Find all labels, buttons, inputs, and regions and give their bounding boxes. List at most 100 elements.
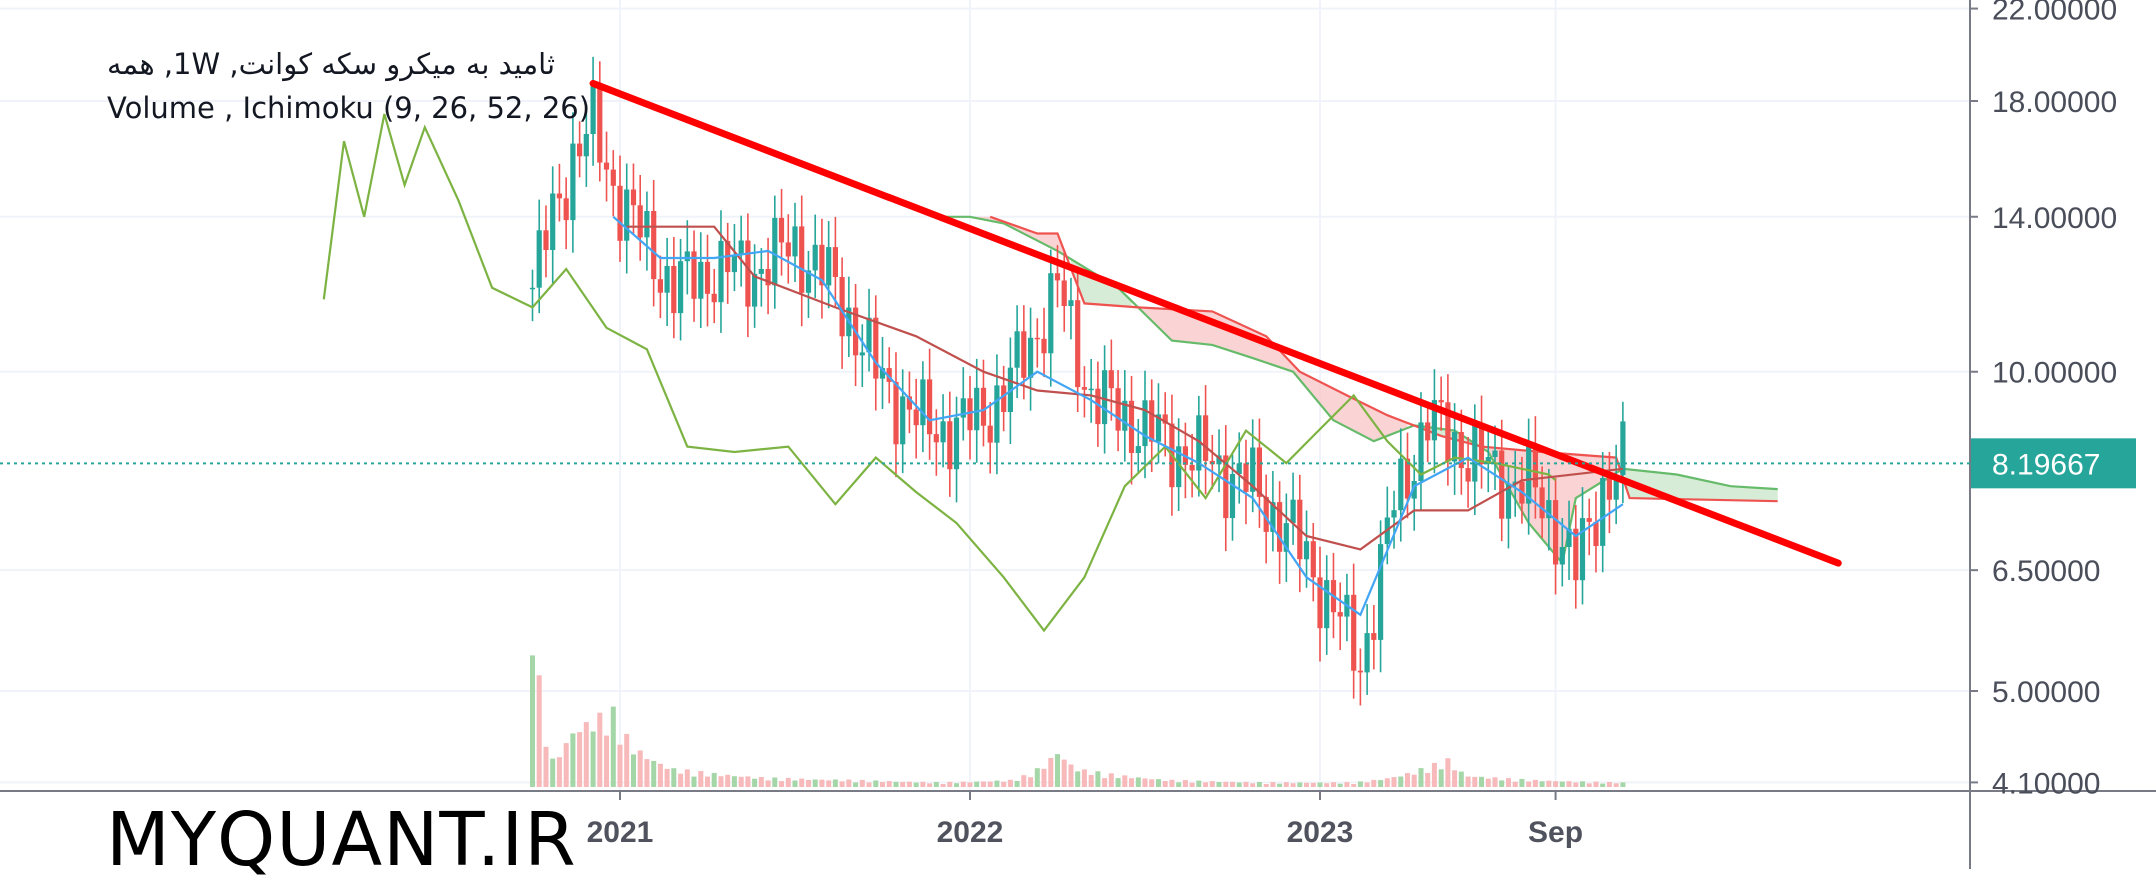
candle-down[interactable]	[832, 247, 838, 277]
candle-up[interactable]	[678, 261, 684, 314]
candle-down[interactable]	[630, 189, 637, 206]
candle-down[interactable]	[1532, 445, 1538, 488]
candle-down[interactable]	[1499, 450, 1505, 519]
candle-up[interactable]	[1250, 447, 1256, 492]
candle-up[interactable]	[550, 193, 556, 251]
candle-down[interactable]	[913, 409, 919, 426]
candle-down[interactable]	[1189, 464, 1195, 471]
candle-down[interactable]	[893, 381, 899, 445]
candle-down[interactable]	[1034, 337, 1040, 340]
candle-down[interactable]	[610, 169, 616, 186]
candle-up[interactable]	[1303, 541, 1310, 560]
candle-up[interactable]	[812, 244, 818, 271]
candle-down[interactable]	[1357, 670, 1363, 673]
candle-down[interactable]	[1539, 487, 1545, 519]
candle-up[interactable]	[1378, 544, 1384, 640]
candle-down[interactable]	[1203, 415, 1209, 461]
price-axis[interactable]: 22.00000 18.00000 14.00000 10.00000 6.50000 5…	[1970, 0, 2117, 800]
candle-down[interactable]	[799, 226, 805, 293]
candle-up[interactable]	[866, 317, 872, 353]
candle-up[interactable]	[1324, 580, 1330, 629]
candle-up[interactable]	[1526, 445, 1532, 504]
candle-up[interactable]	[1579, 518, 1586, 581]
candle-up[interactable]	[1600, 478, 1606, 546]
candle-down[interactable]	[1606, 478, 1612, 500]
candle-down[interactable]	[839, 277, 845, 337]
candle-up[interactable]	[624, 189, 630, 241]
candle-down[interactable]	[1337, 612, 1343, 617]
candle-down[interactable]	[1061, 280, 1067, 307]
candle-up[interactable]	[752, 273, 758, 307]
candle-up[interactable]	[1270, 502, 1276, 532]
candle-down[interactable]	[704, 261, 711, 294]
candle-up[interactable]	[1492, 450, 1498, 458]
candle-up[interactable]	[570, 143, 576, 221]
candle-up[interactable]	[1048, 273, 1054, 354]
candle-up[interactable]	[1546, 500, 1552, 519]
candle-up[interactable]	[738, 240, 744, 255]
candle-up[interactable]	[1088, 388, 1094, 391]
candle-down[interactable]	[1256, 447, 1262, 497]
candle-down[interactable]	[651, 211, 657, 280]
candle-up[interactable]	[1014, 331, 1020, 368]
candle-down[interactable]	[1277, 502, 1283, 552]
candle-up[interactable]	[1283, 523, 1289, 552]
candle-up[interactable]	[1028, 337, 1034, 378]
candle-up[interactable]	[529, 287, 536, 290]
candle-up[interactable]	[1452, 432, 1458, 462]
candle-down[interactable]	[1371, 633, 1377, 640]
candle-up[interactable]	[1142, 400, 1148, 447]
candle-down[interactable]	[1317, 577, 1323, 629]
candle-down[interactable]	[987, 425, 993, 443]
candle-up[interactable]	[758, 269, 764, 274]
candle-down[interactable]	[556, 193, 562, 199]
candle-down[interactable]	[1404, 458, 1411, 499]
candle-down[interactable]	[1108, 370, 1114, 389]
candle-up[interactable]	[731, 254, 737, 273]
candle-down[interactable]	[1586, 518, 1592, 522]
candle-up[interactable]	[1290, 499, 1296, 524]
candle-down[interactable]	[671, 266, 677, 314]
candle-up[interactable]	[1196, 415, 1202, 471]
candle-up[interactable]	[590, 84, 596, 134]
candle-down[interactable]	[1081, 387, 1087, 390]
candle-up[interactable]	[1398, 458, 1404, 511]
candle-up[interactable]	[960, 398, 966, 418]
candle-down[interactable]	[1149, 400, 1155, 442]
candle-up[interactable]	[1431, 400, 1437, 441]
candle-up[interactable]	[1391, 510, 1397, 518]
candle-down[interactable]	[873, 317, 879, 379]
candle-up[interactable]	[1155, 414, 1162, 442]
candle-up[interactable]	[1418, 422, 1424, 481]
candle-down[interactable]	[691, 251, 697, 299]
time-axis[interactable]: 2021 2022 2023 Sep	[587, 791, 1583, 849]
candle-up[interactable]	[1472, 425, 1478, 482]
candle-down[interactable]	[765, 269, 771, 286]
candle-down[interactable]	[637, 205, 643, 238]
candle-up[interactable]	[1364, 633, 1370, 673]
candle-up[interactable]	[1122, 400, 1128, 431]
candle-down[interactable]	[543, 230, 549, 250]
candle-down[interactable]	[745, 240, 751, 307]
candle-down[interactable]	[886, 368, 892, 382]
candle-down[interactable]	[1162, 414, 1168, 424]
trendline-line[interactable]	[589, 79, 1842, 567]
candle-up[interactable]	[698, 261, 704, 299]
candle-up[interactable]	[684, 251, 690, 262]
candle-down[interactable]	[933, 434, 939, 443]
candle-up[interactable]	[859, 352, 865, 356]
candle-up[interactable]	[1566, 528, 1572, 547]
candle-up[interactable]	[792, 226, 798, 257]
candle-up[interactable]	[1176, 446, 1182, 488]
candle-up[interactable]	[1216, 455, 1222, 465]
candle-down[interactable]	[1310, 541, 1316, 578]
candle-up[interactable]	[1135, 446, 1141, 453]
candle-down[interactable]	[1425, 422, 1431, 441]
candle-down[interactable]	[1041, 338, 1047, 354]
candle-down[interactable]	[1593, 521, 1599, 546]
candle-up[interactable]	[826, 247, 832, 286]
candle-up[interactable]	[1102, 370, 1108, 425]
candle-down[interactable]	[1095, 388, 1101, 425]
candle-down[interactable]	[980, 387, 987, 426]
candle-up[interactable]	[920, 379, 926, 426]
